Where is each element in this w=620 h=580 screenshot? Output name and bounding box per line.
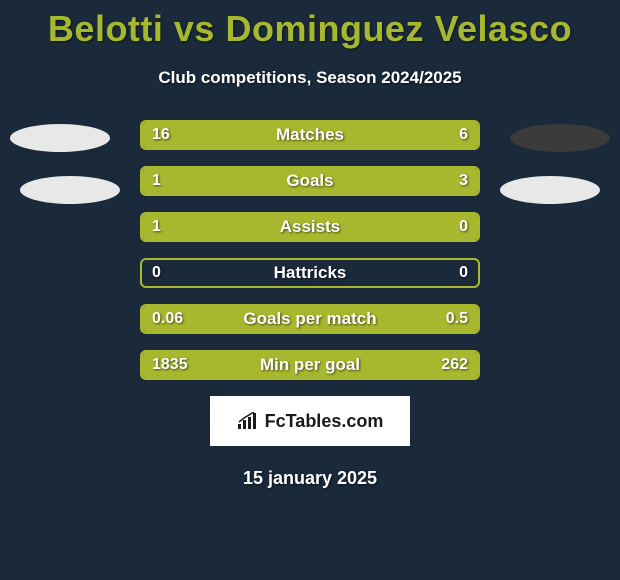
bar-row: 0 0Hattricks — [140, 258, 480, 288]
player-left-badge-2 — [20, 176, 120, 204]
bar-row: 1835262Min per goal — [140, 350, 480, 380]
player-right-badge-2 — [500, 176, 600, 204]
player-left-badge-1 — [10, 124, 110, 152]
bar-value-left: 16 — [142, 122, 180, 148]
bar-row: 10Assists — [140, 212, 480, 242]
bars-container: 166Matches13Goals10Assists00Hattricks0.0… — [0, 120, 620, 380]
logo-box: FcTables.com — [210, 396, 410, 446]
bar-value-left: 1 — [142, 168, 171, 194]
date-line: 15 january 2025 — [0, 468, 620, 489]
bar-value-right: 0.5 — [436, 306, 478, 332]
logo-chart-icon — [237, 412, 259, 430]
bar-value-right: 6 — [449, 122, 478, 148]
comparison-chart: 166Matches13Goals10Assists00Hattricks0.0… — [0, 120, 620, 390]
player-right-badge-1 — [510, 124, 610, 152]
bar-metric-name: Hattricks — [142, 260, 478, 286]
bar-value-right: 262 — [431, 352, 478, 378]
page-subtitle: Club competitions, Season 2024/2025 — [0, 68, 620, 88]
bar-value-left: 1 — [142, 214, 171, 240]
bar-value-left: 1835 — [142, 352, 198, 378]
logo-text: FcTables.com — [265, 411, 384, 432]
bar-value-right: 0 — [449, 260, 478, 286]
page-title: Belotti vs Dominguez Velasco — [0, 0, 620, 50]
bar-row: 0.060.5Goals per match — [140, 304, 480, 334]
bar-fill-right — [226, 168, 478, 194]
bar-fill-right — [178, 306, 478, 332]
bar-row: 13Goals — [140, 166, 480, 196]
bar-fill-left — [142, 214, 478, 240]
bar-value-right: 0 — [449, 214, 478, 240]
bar-value-left: 0.06 — [142, 306, 193, 332]
bar-value-left: 0 — [142, 260, 171, 286]
bar-row: 166Matches — [140, 120, 480, 150]
bar-value-right: 3 — [449, 168, 478, 194]
